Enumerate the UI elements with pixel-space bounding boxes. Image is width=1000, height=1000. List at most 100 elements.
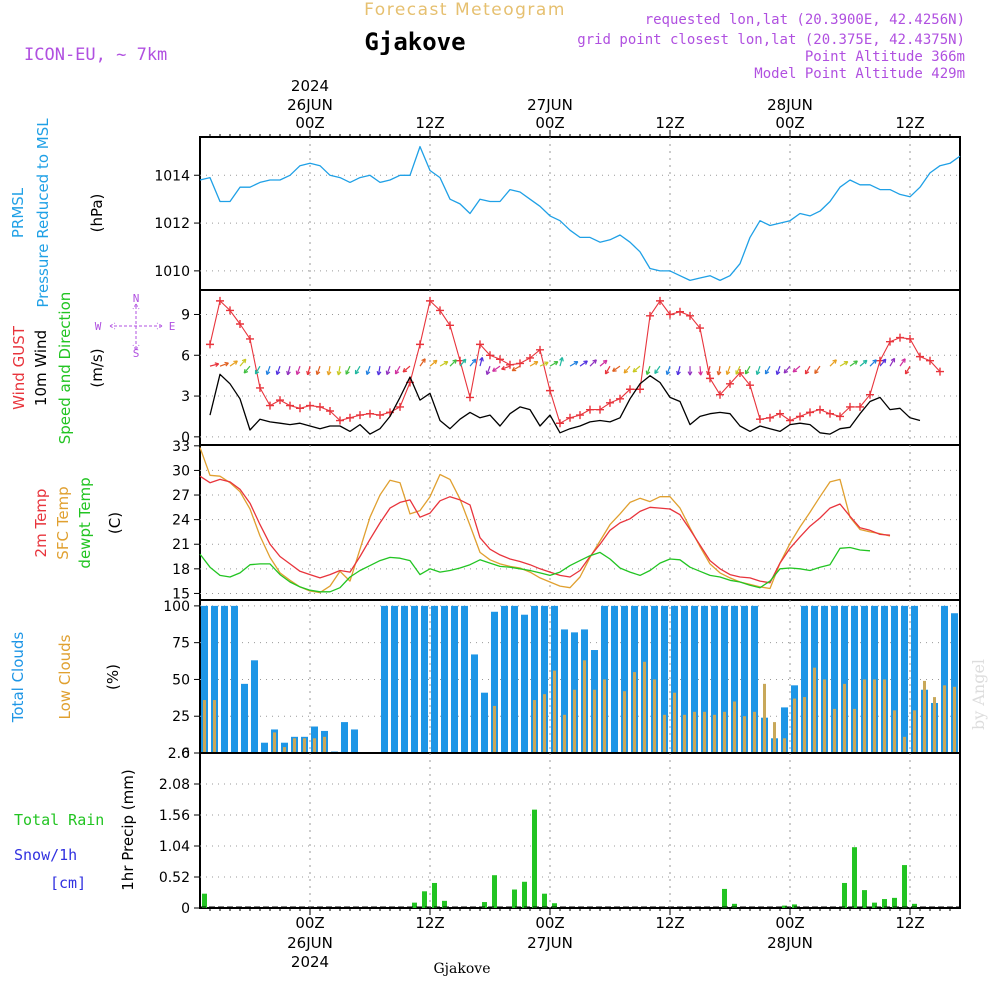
bar-low-clouds [763,683,766,753]
bar-total-clouds [841,605,848,753]
gust-marker [586,405,594,414]
compass-w: W [95,320,102,333]
ytick-label: 1014 [154,168,190,184]
bar-rain [542,893,547,908]
bar-low-clouds [663,714,666,753]
wind-arrow-head [511,366,517,372]
wind-arrow-head [832,359,837,364]
gust-marker [676,307,684,316]
bar-low-clouds [273,732,276,753]
gust-marker [606,398,614,407]
bar-total-clouds [451,605,458,753]
bar-rain [432,882,437,908]
wind-arrow [604,365,611,375]
bar-low-clouds [833,708,836,753]
bar-total-clouds [891,605,898,753]
wind-arrow [899,358,906,367]
wind-arrow-head [676,370,681,376]
bar-low-clouds [723,711,726,753]
bar-total-clouds [531,605,538,753]
wind-arrow-head [814,369,819,375]
bar-low-clouds [773,722,776,753]
gust-marker [306,401,314,410]
label-snow-unit: [cm] [50,874,86,892]
wind-arrow-head [376,371,382,376]
bottom-hour-label: 00Z [295,914,324,932]
ytick-label: 1.56 [159,808,190,824]
bar-total-clouds [951,613,958,753]
bar-low-clouds [873,679,876,753]
bar-low-clouds [883,679,886,753]
bar-low-clouds [493,705,496,753]
ylabel-prmsl: PRMSL [9,187,27,238]
gust-marker [336,416,344,425]
ylabel-unit-pct: (%) [104,664,122,690]
bar-total-clouds [211,605,218,753]
wind-arrow-head [612,367,617,372]
wind-arrow-head [544,361,549,366]
compass-n: N [133,292,140,305]
ytick-label: 33 [172,439,190,455]
gust-marker [276,396,284,405]
bar-low-clouds [583,660,586,753]
wind-arrow [646,365,651,375]
wind-arrow-head [485,370,491,376]
wind-arrow [859,359,868,367]
bottom-date-label: 27JUN [527,934,573,952]
wind-arrow [756,365,761,375]
wind-arrow [735,365,741,375]
gust-marker [366,409,374,418]
bar-total-clouds [471,654,478,753]
wind-arrow [569,361,579,367]
bar-rain [912,903,917,908]
wind-arrow-head [559,357,564,362]
ytick-label: 0 [181,746,190,762]
bar-low-clouds [903,736,906,753]
wind-arrow [744,365,751,375]
bar-total-clouds [521,614,528,753]
bar-low-clouds [693,711,696,753]
wind-arrow-head [853,360,858,365]
bar-total-clouds [201,605,208,753]
bar-low-clouds [743,716,746,753]
gust-marker [796,412,804,421]
bottom-year-label: 2024 [291,953,329,971]
wind-arrow-head [265,370,271,376]
bar-total-clouds [221,605,228,753]
bar-low-clouds [653,679,656,753]
bar-total-clouds [901,605,908,753]
bar-total-clouds [501,605,508,753]
ylabel-dewpt: dewpt Temp [76,477,94,568]
bar-rain [482,902,487,908]
wind-arrow-head [461,358,467,364]
top-hour-label: 00Z [535,114,564,132]
gust-marker [686,311,694,320]
bottom-date-label: 26JUN [287,934,333,952]
wind-arrow [839,361,849,367]
bar-total-clouds [801,605,808,753]
bar-low-clouds [793,698,796,753]
wind-arrow [783,365,791,374]
ylabel-gust: Wind GUST [10,325,28,410]
wind-arrow-head [443,361,449,366]
wind-arrow [511,365,521,372]
wind-arrow [623,365,631,374]
gust-marker [596,405,604,414]
location-title: Gjakove [364,28,465,56]
wind-arrow [829,359,837,367]
gust-marker [396,402,404,411]
bar-low-clouds [783,738,786,753]
bar-rain [532,809,537,908]
wind-arrow [589,359,597,367]
wind-arrow-head [345,370,350,375]
wind-arrow [549,361,559,367]
wind-arrow [559,357,563,367]
wind-arrow-head [254,369,260,375]
wind-arrow [327,366,331,376]
bar-low-clouds [953,686,956,753]
bar-rain [902,865,907,908]
wind-arrow [449,359,457,367]
ytick-label: 24 [172,513,190,529]
wind-arrow [726,365,731,375]
gust-marker [346,413,354,422]
